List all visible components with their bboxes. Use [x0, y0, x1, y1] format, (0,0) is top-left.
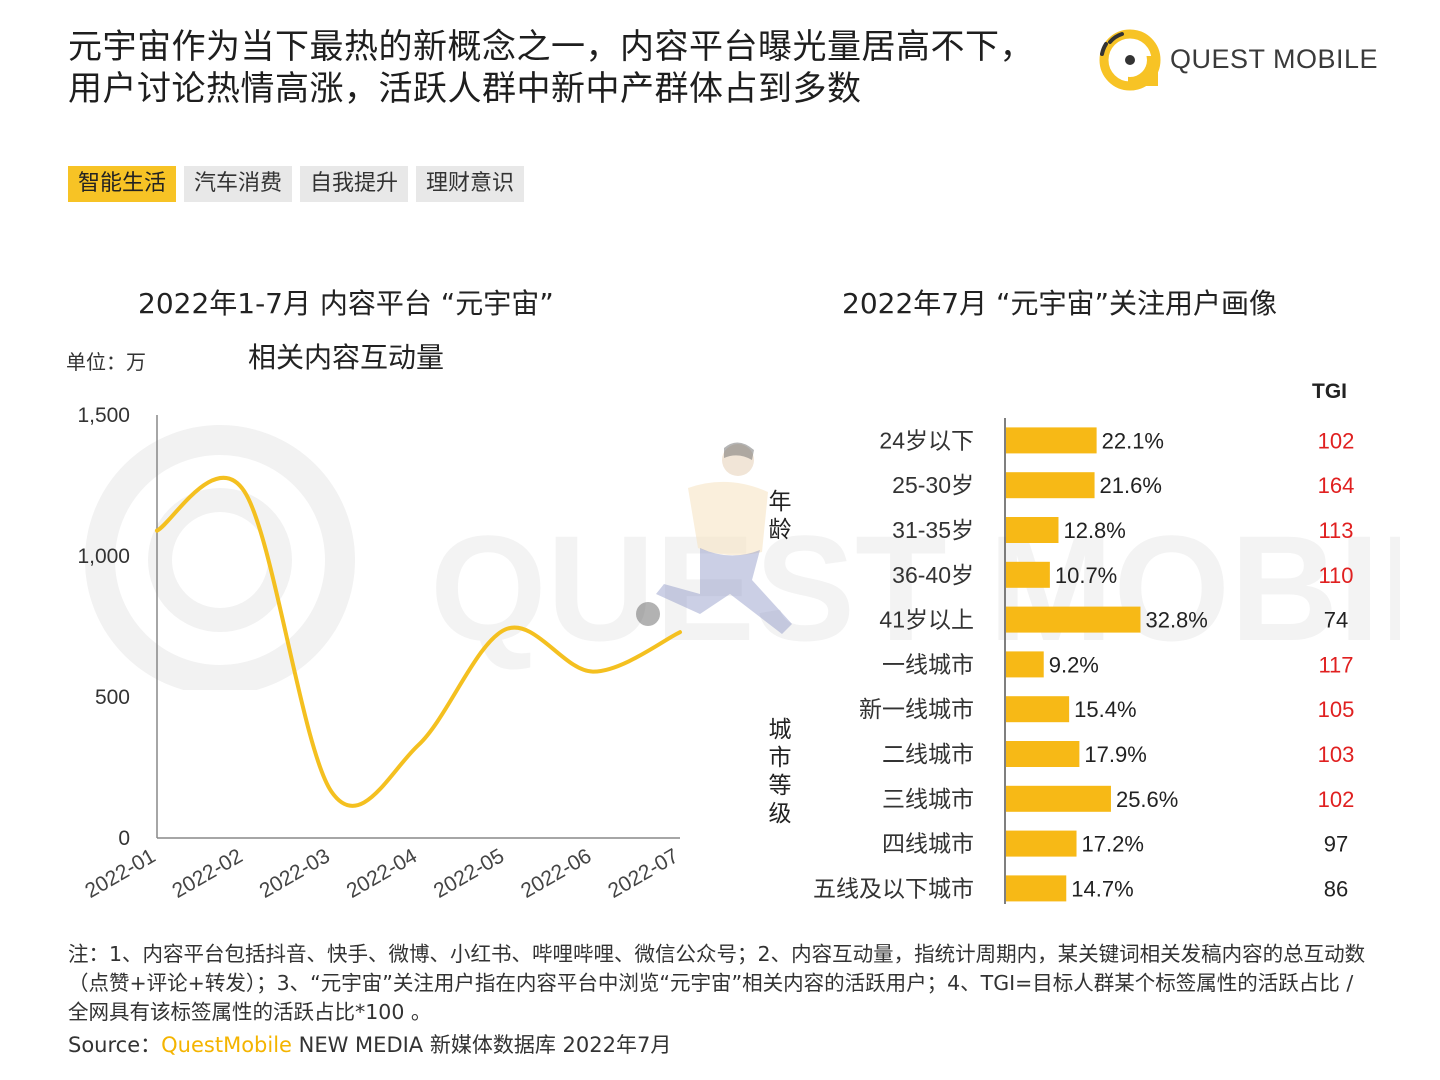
bar-row: 四线城市 17.2% 97 — [882, 830, 1348, 857]
x-tick-label: 2022-07 — [604, 844, 682, 902]
bar-category-label: 三线城市 — [882, 786, 974, 812]
bar-category-label: 31-35岁 — [892, 517, 974, 543]
bar-row: 新一线城市 15.4% 105 — [859, 696, 1355, 723]
brand-name: QUEST MOBILE — [1170, 44, 1379, 74]
bar-value-label: 17.2% — [1082, 832, 1144, 857]
bar-row: 24岁以下 22.1% 102 — [879, 427, 1355, 454]
tgi-value: 102 — [1318, 428, 1355, 453]
bar-category-label: 五线及以下城市 — [813, 875, 974, 901]
bar — [1006, 472, 1095, 499]
bar — [1006, 696, 1070, 723]
bar — [1006, 741, 1080, 767]
source-prefix: Source： — [68, 1033, 162, 1057]
tab-car-consumption[interactable]: 汽车消费 — [184, 166, 293, 202]
x-tick-label: 2022-01 — [81, 844, 159, 902]
left-chart-title-line-2: 相关内容互动量 — [248, 341, 445, 374]
bar-category-label: 41岁以上 — [879, 607, 974, 633]
bar-value-label: 21.6% — [1100, 473, 1162, 498]
right-chart-title: 2022年7月 “元宇宙”关注用户画像 — [842, 287, 1277, 320]
tgi-value: 103 — [1318, 742, 1355, 767]
tgi-value: 102 — [1318, 787, 1355, 812]
headline-line-2: 用户讨论热情高涨，活跃人群中新中产群体占到多数 — [68, 69, 862, 109]
bar — [1006, 427, 1097, 454]
bar-value-label: 15.4% — [1074, 697, 1136, 722]
group-label-city-tier: 城市等级 — [768, 717, 792, 827]
running-person-illustration — [636, 442, 792, 634]
bar-category-label: 25-30岁 — [892, 472, 974, 498]
bar-row: 五线及以下城市 14.7% 86 — [813, 875, 1348, 902]
bar-category-label: 一线城市 — [882, 651, 974, 677]
series-line — [155, 475, 682, 808]
tgi-value: 105 — [1318, 697, 1355, 722]
footnotes: 注：1、内容平台包括抖音、快手、微博、小红书、哔哩哔哩、微信公众号；2、内容互动… — [68, 942, 1366, 1024]
logo-icon — [1099, 29, 1161, 91]
bar-category-label: 24岁以下 — [879, 427, 974, 453]
x-tick-label: 2022-02 — [168, 844, 246, 902]
source-line: Source：QuestMobile NEW MEDIA 新媒体数据库 2022… — [68, 1029, 671, 1059]
x-tick-label: 2022-06 — [517, 844, 595, 902]
watermark: QUEST MOBILE — [85, 425, 1400, 690]
headline-line-1: 元宇宙作为当下最热的新概念之一，内容平台曝光量居高不下， — [68, 27, 1034, 67]
bar — [1006, 517, 1059, 543]
bar-row: 25-30岁 21.6% 164 — [892, 472, 1355, 499]
headline: 元宇宙作为当下最热的新概念之一，内容平台曝光量居高不下， 用户讨论热情高涨，活跃… — [68, 26, 1034, 110]
tgi-header: TGI — [1312, 380, 1347, 403]
bar-row: 41岁以上 32.8% 74 — [879, 606, 1348, 633]
bar-category-label: 四线城市 — [882, 831, 974, 857]
left-chart-title-line-1: 2022年1-7月 内容平台 “元宇宙” — [138, 287, 554, 320]
bar-value-label: 17.9% — [1084, 742, 1146, 767]
bar-value-label: 12.8% — [1063, 518, 1125, 543]
bar-chart: 24岁以下 22.1% 102 25-30岁 21.6% 164 31-35岁 12.8% 11… — [813, 418, 1355, 904]
tgi-value: 86 — [1324, 876, 1348, 901]
tgi-value: 97 — [1324, 832, 1348, 857]
bar-row: 31-35岁 12.8% 113 — [892, 517, 1354, 543]
tgi-value: 117 — [1318, 652, 1353, 677]
bar-row: 一线城市 9.2% 117 — [882, 651, 1354, 678]
tab-finance-awareness[interactable]: 理财意识 — [416, 166, 525, 202]
y-tick-label: 500 — [95, 686, 130, 709]
bar-value-label: 22.1% — [1102, 428, 1164, 453]
bar-value-label: 10.7% — [1055, 563, 1117, 588]
bar-category-label: 二线城市 — [882, 741, 974, 767]
x-tick-label: 2022-04 — [343, 844, 422, 903]
x-tick-label: 2022-05 — [430, 844, 508, 902]
bar-row: 三线城市 25.6% 102 — [882, 785, 1355, 812]
bar-value-label: 25.6% — [1116, 787, 1178, 812]
tab-smart-life[interactable]: 智能生活 — [68, 166, 177, 202]
brand-logo — [1099, 29, 1161, 91]
bar-value-label: 14.7% — [1071, 876, 1133, 901]
bar — [1006, 561, 1050, 588]
y-tick-label: 1,000 — [77, 545, 130, 568]
left-chart-unit: 单位：万 — [66, 350, 146, 374]
y-tick-label: 1,500 — [77, 404, 130, 427]
bar-row: 36-40岁 10.7% 110 — [892, 561, 1354, 588]
group-label-age: 年龄 — [768, 489, 792, 543]
bar — [1006, 875, 1067, 902]
x-tick-label: 2022-03 — [256, 844, 334, 902]
tgi-value: 113 — [1318, 518, 1353, 543]
category-tabs: 智能生活 汽车消费 自我提升 理财意识 — [68, 166, 525, 202]
tab-self-improvement[interactable]: 自我提升 — [300, 166, 409, 202]
bar-row: 二线城市 17.9% 103 — [882, 741, 1354, 767]
source-brand: QuestMobile — [161, 1033, 292, 1057]
y-tick-label: 0 — [118, 827, 130, 850]
tgi-value: 74 — [1324, 608, 1348, 633]
bar-category-label: 36-40岁 — [892, 562, 974, 588]
source-rest: NEW MEDIA 新媒体数据库 2022年7月 — [291, 1033, 672, 1057]
bar — [1006, 651, 1044, 678]
bar — [1006, 830, 1077, 857]
svg-text:QUEST MOBILE: QUEST MOBILE — [430, 504, 1400, 672]
bar — [1006, 785, 1111, 812]
bar — [1006, 606, 1141, 633]
bar-category-label: 新一线城市 — [859, 696, 974, 722]
bar-value-label: 9.2% — [1049, 652, 1099, 677]
bar-value-label: 32.8% — [1145, 608, 1207, 633]
tgi-value: 164 — [1318, 473, 1355, 498]
tgi-value: 110 — [1318, 563, 1353, 588]
